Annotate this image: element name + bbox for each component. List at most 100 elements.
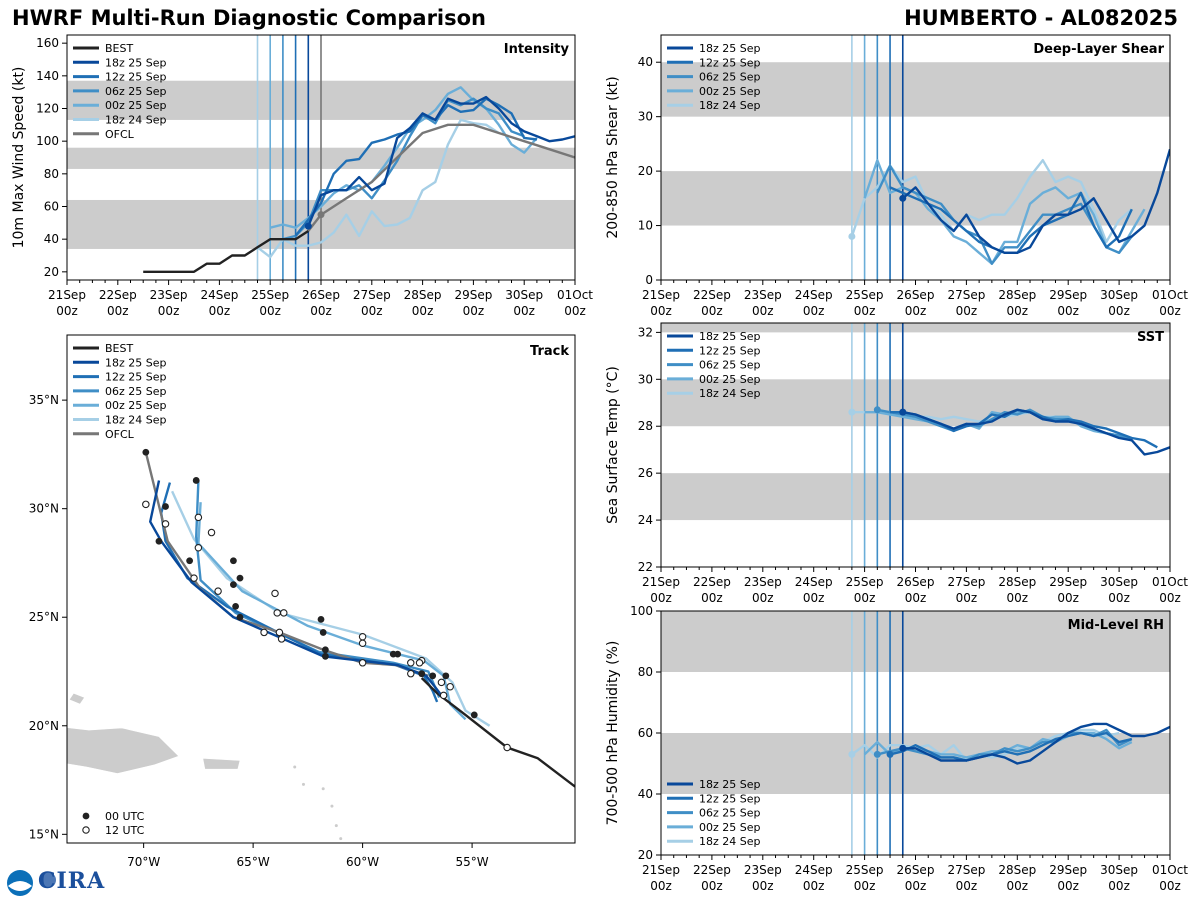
shear-ytick-label: 40 xyxy=(638,55,653,69)
track-point-00utc xyxy=(321,652,329,660)
intensity-xtick-label: 00z xyxy=(564,304,586,318)
rh-xtick-label: 00z xyxy=(1159,879,1181,893)
intensity-xtick-label: 00z xyxy=(463,304,485,318)
shear-xtick-label: 24Sep xyxy=(795,288,833,302)
track-point-12utc xyxy=(439,691,448,700)
sst-band-2 xyxy=(661,323,1170,333)
rh-xtick-label: 27Sep xyxy=(947,863,985,877)
rh-xtick-label: 21Sep xyxy=(642,863,680,877)
track-point-00utc xyxy=(142,448,150,456)
track-series-line xyxy=(197,502,467,721)
sst-xtick-label: 00z xyxy=(1159,591,1181,605)
shear-plot-area xyxy=(661,35,1170,280)
rh-ytick-label: 40 xyxy=(638,787,653,801)
shear-xtick-label: 00z xyxy=(956,304,978,318)
track-point-00utc xyxy=(186,557,194,565)
sst-ytick-label: 24 xyxy=(638,513,653,527)
rh-xtick-label: 00z xyxy=(650,879,672,893)
intensity-xtick-label: 00z xyxy=(513,304,535,318)
track-legend-label: OFCL xyxy=(105,428,135,441)
sst-series-line xyxy=(902,408,1170,456)
shear-legend-label: 00z 25 Sep xyxy=(699,85,761,98)
rh-xtick-label: 00z xyxy=(803,879,825,893)
sst-xtick-label: 00z xyxy=(1007,591,1029,605)
track-xtick-label: 60°W xyxy=(346,855,379,869)
intensity-xtick-label: 00z xyxy=(310,304,332,318)
intensity-series-line xyxy=(307,123,575,232)
shear-xtick-label: 28Sep xyxy=(998,288,1036,302)
rh-ytick-label: 100 xyxy=(630,604,653,618)
track-legend-12utc-label: 12 UTC xyxy=(105,824,145,837)
rh-xtick-label: 00z xyxy=(1108,879,1130,893)
shear-legend-label: 18z 24 Sep xyxy=(699,99,761,112)
intensity-xtick-label: 30Sep xyxy=(505,288,543,302)
sst-xtick-label: 00z xyxy=(854,591,876,605)
rh-panel xyxy=(656,610,1171,860)
sst-ytick-label: 28 xyxy=(638,419,653,433)
rh-ytick-label: 60 xyxy=(638,726,653,740)
page-title: HWRF Multi-Run Diagnostic Comparison xyxy=(12,6,487,30)
rh-band-1 xyxy=(661,611,1170,672)
intensity-legend-label: 06z 25 Sep xyxy=(105,85,167,98)
sst-ytick-label: 26 xyxy=(638,466,653,480)
intensity-series-line xyxy=(294,97,538,237)
sst-plot-area xyxy=(661,323,1170,567)
shear-series-line xyxy=(850,158,1133,244)
shear-legend-label: 18z 25 Sep xyxy=(699,42,761,55)
track-point-00utc xyxy=(155,537,163,545)
rh-xtick-label: 23Sep xyxy=(744,863,782,877)
track-legend-label: BEST xyxy=(105,342,133,355)
rh-xtick-label: 00z xyxy=(1007,879,1029,893)
shear-ytick-label: 20 xyxy=(638,164,653,178)
track-island xyxy=(341,855,344,858)
track-point-00utc xyxy=(429,672,437,680)
sst-xtick-label: 00z xyxy=(956,591,978,605)
intensity-panel xyxy=(62,34,576,285)
track-legend-label: 18z 25 Sep xyxy=(105,356,167,369)
track-series-line xyxy=(194,480,441,698)
sst-ylabel: Sea Surface Temp (°C) xyxy=(605,366,621,524)
sst-xtick-label: 28Sep xyxy=(998,575,1036,589)
rh-plot-area xyxy=(661,611,1170,855)
shear-panel xyxy=(656,34,1171,285)
intensity-xtick-label: 00z xyxy=(56,304,78,318)
track-title: Track xyxy=(530,344,569,359)
track-point-00utc xyxy=(317,615,325,623)
intensity-ylabel: 10m Max Wind Speed (kt) xyxy=(11,67,27,249)
track-ytick-label: 35°N xyxy=(29,393,59,407)
track-legend-12utc-marker xyxy=(82,826,90,834)
intensity-ytick-label: 40 xyxy=(44,232,59,246)
track-point-12utc xyxy=(503,743,511,752)
sst-legend-label: 06z 25 Sep xyxy=(699,359,761,372)
track-ytick-label: 30°N xyxy=(29,502,59,516)
sst-xtick-label: 00z xyxy=(905,591,927,605)
rh-xtick-label: 00z xyxy=(701,879,723,893)
sst-ytick-label: 22 xyxy=(638,560,653,574)
track-point-12utc xyxy=(260,628,268,637)
intensity-plot-area xyxy=(67,35,575,280)
track-island xyxy=(293,765,297,769)
rh-band-0 xyxy=(661,733,1170,794)
track-legend-00utc-marker xyxy=(82,812,90,820)
sst-xtick-label: 00z xyxy=(701,591,723,605)
track-point-00utc xyxy=(418,670,426,678)
track-point-12utc xyxy=(194,544,203,552)
track-island xyxy=(330,804,334,808)
sst-xtick-label: 29Sep xyxy=(1049,575,1087,589)
rh-xtick-label: 24Sep xyxy=(795,863,833,877)
cira-logo xyxy=(7,870,56,896)
intensity-xtick-label: 00z xyxy=(412,304,434,318)
rh-xtick-label: 00z xyxy=(956,879,978,893)
sst-xtick-label: 00z xyxy=(752,591,774,605)
shear-xtick-label: 00z xyxy=(1108,304,1130,318)
track-point-12utc xyxy=(277,635,286,643)
sst-legend-label: 18z 24 Sep xyxy=(699,387,761,400)
intensity-ytick-label: 120 xyxy=(36,102,59,116)
intensity-xtick-label: 24Sep xyxy=(200,288,238,302)
sst-xtick-label: 24Sep xyxy=(795,575,833,589)
rh-xtick-label: 28Sep xyxy=(998,863,1036,877)
track-ytick-label: 15°N xyxy=(29,827,59,841)
track-xtick-label: 65°W xyxy=(237,855,270,869)
shear-legend-label: 06z 25 Sep xyxy=(699,71,761,84)
track-series-line xyxy=(148,480,443,697)
